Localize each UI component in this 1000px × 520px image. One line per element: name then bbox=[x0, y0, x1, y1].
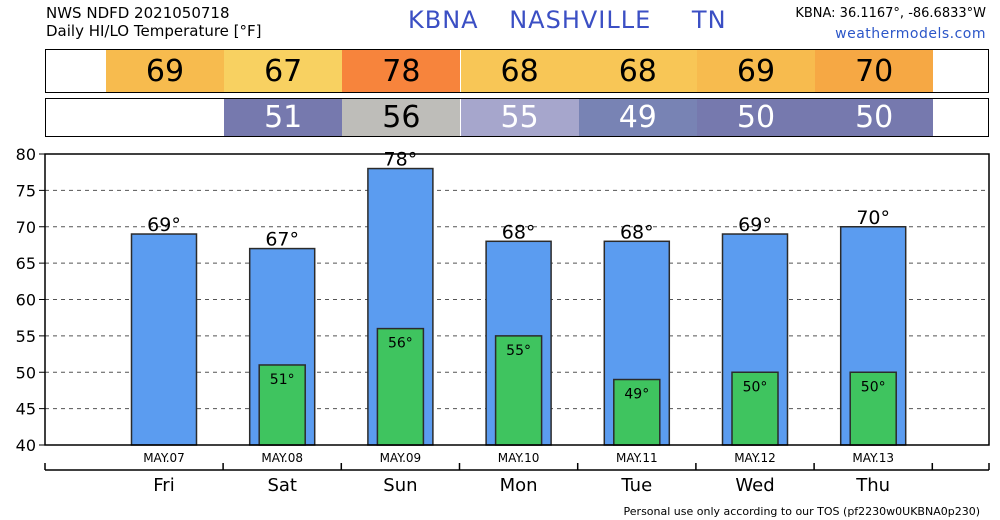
footer-note: Personal use only according to our TOS (… bbox=[623, 505, 980, 518]
low-temp-label: 50° bbox=[743, 379, 768, 395]
low-temp-label: 50° bbox=[861, 379, 886, 395]
y-tick-label: 65 bbox=[16, 254, 36, 273]
y-tick-label: 75 bbox=[16, 181, 36, 200]
high-temp-cell: 69 bbox=[105, 50, 225, 92]
chart-subtitle: Daily HI/LO Temperature [°F] bbox=[46, 22, 262, 40]
day-label: Mon bbox=[500, 475, 538, 496]
station-code: KBNA bbox=[408, 6, 479, 34]
low-temp-strip: 51 56 55 49 50 50 bbox=[45, 98, 989, 137]
y-tick-label: 45 bbox=[16, 400, 36, 419]
low-temp-label: 56° bbox=[388, 336, 413, 352]
low-temp-bar bbox=[613, 378, 661, 446]
low-temp-label: 51° bbox=[270, 372, 295, 388]
high-temp-cell: 69 bbox=[696, 50, 816, 92]
low-temp-cell: 50 bbox=[815, 99, 934, 136]
low-temp-cell: 50 bbox=[696, 99, 816, 136]
high-temp-bar bbox=[130, 233, 198, 446]
station-city: NASHVILLE bbox=[509, 6, 652, 34]
plot-frame bbox=[44, 153, 990, 446]
high-temp-label: 69° bbox=[738, 214, 772, 236]
high-temp-label: 70° bbox=[856, 207, 890, 229]
date-label: MAY.07 bbox=[143, 451, 185, 465]
low-temp-label: 55° bbox=[506, 343, 531, 359]
chart-header-right: KBNA: 36.1167°, -86.6833°W weathermodels… bbox=[795, 4, 986, 44]
low-temp-bar bbox=[376, 327, 425, 446]
date-label: MAY.12 bbox=[734, 451, 776, 465]
y-tick-label: 40 bbox=[16, 436, 36, 455]
date-label: MAY.10 bbox=[498, 451, 540, 465]
model-run-label: NWS NDFD 2021050718 bbox=[46, 4, 230, 22]
low-temp-cell: 55 bbox=[460, 99, 579, 136]
day-label: Sat bbox=[267, 475, 297, 496]
day-label: Fri bbox=[153, 475, 174, 496]
day-label: Sun bbox=[383, 475, 417, 496]
y-tick-label: 50 bbox=[16, 363, 36, 382]
station-state: TN bbox=[691, 6, 727, 34]
low-temp-cell: 49 bbox=[578, 99, 697, 136]
station-coords: KBNA: 36.1167°, -86.6833°W bbox=[795, 6, 986, 21]
high-temp-cell: 68 bbox=[578, 50, 697, 92]
high-temp-label: 67° bbox=[265, 229, 299, 251]
high-temp-strip: 69 67 78 68 68 69 70 bbox=[45, 49, 989, 93]
low-temp-bar bbox=[731, 371, 779, 446]
high-temp-cell: 67 bbox=[224, 50, 343, 92]
y-tick-label: 70 bbox=[16, 218, 36, 237]
date-label: MAY.13 bbox=[852, 451, 894, 465]
day-label: Tue bbox=[620, 475, 652, 496]
y-tick-label: 80 bbox=[16, 145, 36, 164]
day-label: Wed bbox=[735, 475, 774, 496]
station-title: KBNA NASHVILLE TN bbox=[408, 6, 749, 34]
date-label: MAY.08 bbox=[261, 451, 303, 465]
date-label: MAY.11 bbox=[616, 451, 658, 465]
high-temp-cell: 68 bbox=[460, 50, 579, 92]
y-tick-label: 55 bbox=[16, 327, 36, 346]
high-temp-label: 68° bbox=[620, 221, 654, 243]
low-temp-bar bbox=[258, 364, 306, 446]
chart-header-left: NWS NDFD 2021050718 Daily HI/LO Temperat… bbox=[46, 4, 262, 40]
high-temp-label: 69° bbox=[147, 214, 181, 236]
day-label: Thu bbox=[855, 475, 890, 496]
date-label: MAY.09 bbox=[380, 451, 422, 465]
low-temp-cell: 56 bbox=[342, 99, 461, 136]
high-temp-label: 68° bbox=[502, 221, 536, 243]
low-temp-label: 49° bbox=[624, 387, 649, 403]
y-tick-label: 60 bbox=[16, 291, 36, 310]
high-temp-label: 78° bbox=[384, 149, 418, 171]
low-temp-cell: 51 bbox=[224, 99, 343, 136]
high-temp-cell: 70 bbox=[815, 50, 934, 92]
site-link[interactable]: weathermodels.com bbox=[835, 26, 986, 42]
high-temp-cell: 78 bbox=[342, 50, 461, 92]
low-temp-bar bbox=[849, 371, 897, 446]
